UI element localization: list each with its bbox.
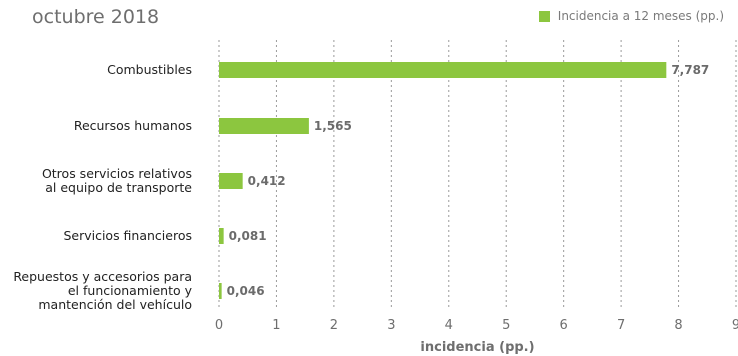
legend-swatch bbox=[538, 10, 550, 22]
x-tick-label: 7 bbox=[617, 318, 625, 333]
x-tick-label: 2 bbox=[330, 318, 338, 333]
bar bbox=[219, 118, 309, 134]
category-label: Otros servicios relativos al equipo de tr… bbox=[41, 166, 192, 195]
legend-label: Incidencia a 12 meses (pp.) bbox=[557, 9, 724, 23]
chart-subtitle: octubre 2018 bbox=[32, 6, 160, 28]
x-tick-label: 8 bbox=[674, 318, 682, 333]
bar bbox=[219, 283, 222, 299]
x-tick-label: 6 bbox=[560, 318, 568, 333]
bar bbox=[219, 173, 243, 189]
data-label: 0,412 bbox=[248, 174, 286, 188]
x-tick-label: 4 bbox=[445, 318, 453, 333]
x-tick-label: 5 bbox=[502, 318, 510, 333]
data-label: 1,565 bbox=[314, 119, 352, 133]
category-label: Recursos humanos bbox=[73, 118, 192, 133]
category-label: Repuestos y accesorios para el funcionami… bbox=[13, 269, 192, 312]
data-label: 7,787 bbox=[671, 63, 709, 77]
x-tick-label: 3 bbox=[387, 318, 395, 333]
x-axis-title: incidencia (pp.) bbox=[420, 340, 534, 355]
legend: Incidencia a 12 meses (pp.) bbox=[538, 9, 724, 23]
data-label: 0,046 bbox=[227, 284, 265, 298]
bar bbox=[219, 228, 224, 244]
category-label: Servicios financieros bbox=[63, 228, 192, 243]
x-tick-label: 1 bbox=[272, 318, 280, 333]
category-label: Combustibles bbox=[107, 62, 192, 77]
x-tick-label: 9 bbox=[732, 318, 738, 333]
x-tick-label: 0 bbox=[215, 318, 223, 333]
data-label: 0,081 bbox=[229, 229, 267, 243]
bar bbox=[219, 62, 667, 78]
